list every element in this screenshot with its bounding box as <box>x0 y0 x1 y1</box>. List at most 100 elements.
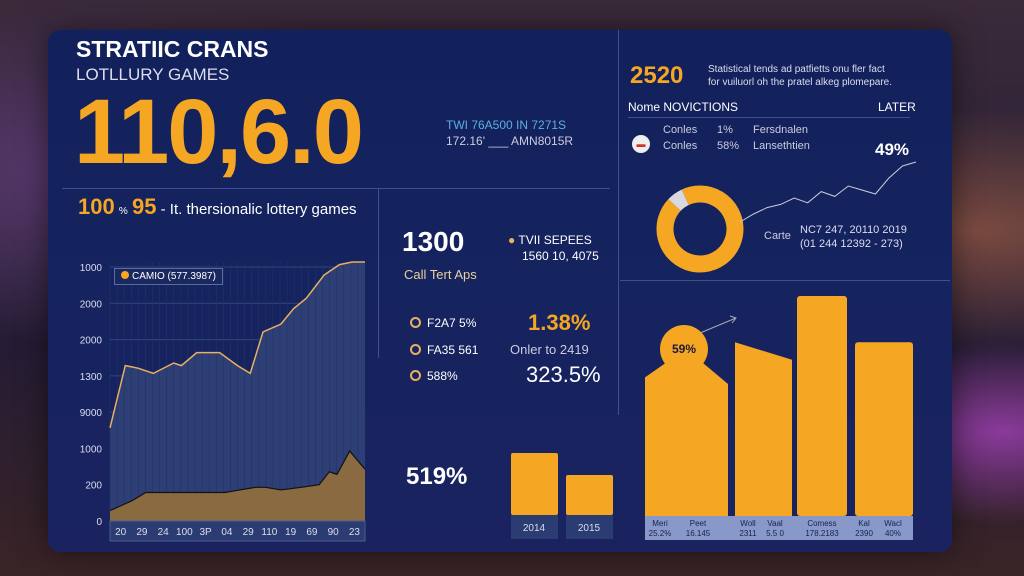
bar <box>735 342 792 516</box>
donut-slice <box>656 185 744 273</box>
ring-icon <box>410 317 421 328</box>
bar-label: Wacl <box>884 519 902 528</box>
page-subtitle: LOTLLURY GAMES <box>76 65 230 84</box>
bar <box>511 453 558 515</box>
bar-label: 2015 <box>578 523 601 534</box>
legend-sub: 1560 10, 4075 <box>522 249 599 263</box>
legend-dot-icon <box>121 271 129 279</box>
divider <box>378 188 379 358</box>
x-tick-label: 100 <box>176 527 193 538</box>
divider <box>628 117 910 118</box>
bar-label: Kal <box>858 519 870 528</box>
row-2: Conles 58% Lansethtien <box>663 140 810 152</box>
ring-icon <box>410 344 421 355</box>
bar-label: 5.5 0 <box>766 529 784 538</box>
x-tick-label: 110 <box>261 527 277 538</box>
page-title: STRATIIC CRANS <box>76 36 269 62</box>
y-tick-label: 2000 <box>80 299 103 310</box>
legend-title: ● TVII SEPEES <box>508 233 592 247</box>
donut-slice <box>668 189 690 212</box>
x-tick-label: 19 <box>285 527 297 538</box>
bar-label: Comess <box>807 519 836 528</box>
area-top-line <box>109 261 365 428</box>
big-number: 110,6.0 <box>74 81 364 183</box>
stat-number: 1300 <box>402 226 465 257</box>
y-tick-label: 1300 <box>80 372 103 383</box>
line-percent: 49% <box>875 140 910 159</box>
bar-label-bg <box>511 515 558 539</box>
divider <box>62 188 610 189</box>
col-header-left: Nome NOVICTIONS <box>628 100 739 114</box>
caption-label: Carte <box>764 230 791 242</box>
y-tick-label: 2000 <box>80 336 103 347</box>
arrow-line <box>699 317 737 334</box>
summary-num2: 95 <box>131 194 157 219</box>
area-bottom-series <box>110 451 365 521</box>
bar <box>566 475 613 515</box>
x-tick-label: 29 <box>243 527 255 538</box>
row-1: Conles 1% Fersdnalen <box>663 124 809 136</box>
x-tick-label: 20 <box>115 527 127 538</box>
bar-label: 2014 <box>523 523 546 534</box>
bar-label: Vaal <box>767 519 783 528</box>
area-bottom-line <box>109 450 366 512</box>
divider <box>620 280 950 281</box>
x-tick-label: 24 <box>158 527 170 538</box>
stat-item: F2A7 5% <box>410 316 476 330</box>
side-line-2: 172.16' ___ AMN8015R <box>446 134 574 148</box>
y-tick-label: 1000 <box>80 444 103 455</box>
x-tick-label: 04 <box>221 527 233 538</box>
summary-text: - It. thersionalic lottery games <box>160 201 357 218</box>
summary-line: 100 % 95 - It. thersionalic lottery game… <box>78 194 357 220</box>
stat-right-mid: Onler to 2419 <box>510 342 589 357</box>
right-number: 2520 <box>630 62 684 89</box>
game-logo-icon: ▬ <box>632 135 650 153</box>
trend-line <box>739 161 917 223</box>
bar <box>645 348 728 516</box>
side-line-1: TWI 76A500 IN 7271S <box>446 118 567 132</box>
dashboard-panel: STRATIIC CRANS LOTLLURY GAMES 110,6.0 TW… <box>48 30 952 552</box>
bar-label-strip <box>645 516 913 540</box>
bar-label: 2390 <box>855 529 873 538</box>
x-tick-label: 90 <box>328 527 340 538</box>
summary-num1: 100 <box>78 194 115 219</box>
bar-label: 16.145 <box>686 529 711 538</box>
caption-2: (01 244 12392 - 273) <box>800 238 903 250</box>
bar-label-bg <box>566 515 613 539</box>
bar <box>797 296 847 516</box>
stat-right-big: 1.38% <box>528 310 591 335</box>
summary-sep: % <box>118 206 128 217</box>
arrow-head-icon <box>729 315 737 324</box>
x-tick-label: 29 <box>136 527 148 538</box>
legend-label: CAMIO (577.3987) <box>132 271 216 282</box>
x-axis-strip <box>109 520 366 542</box>
bar-label: Woll <box>740 519 756 528</box>
caption-1: NC7 247, 20110 2019 <box>800 224 907 236</box>
bar-label: 2311 <box>739 529 757 538</box>
y-tick-label: 200 <box>85 481 102 492</box>
stat-right-val: 323.5% <box>526 362 601 387</box>
y-tick-label: 0 <box>96 517 102 528</box>
stat-item: 588% <box>410 369 458 383</box>
col-header-right: LATER <box>878 100 916 114</box>
x-tick-label: 69 <box>306 527 318 538</box>
divider <box>618 30 619 415</box>
bar-label: Meri <box>652 519 668 528</box>
ring-icon <box>410 370 421 381</box>
x-tick-label: 23 <box>349 527 361 538</box>
bar-label: 178.2183 <box>805 529 839 538</box>
y-tick-label: 9000 <box>80 408 103 419</box>
x-tick-label: 3P <box>200 527 213 538</box>
bubble-badge: 59% <box>660 325 708 373</box>
bar <box>855 342 913 516</box>
bar-label: Peet <box>690 519 707 528</box>
stat-bottom-big: 519% <box>406 463 468 490</box>
stat-item: FA35 561 <box>410 343 478 357</box>
stat-label: Call Tert Aps <box>404 267 477 282</box>
bar-label: 25.2% <box>649 529 672 538</box>
area-chart: 1000 2000 2000 1300 9000 1000 200 0 20 29 24 100 3P 0… <box>48 30 952 552</box>
right-desc-1: Statistical tends ad patfietts onu fler … <box>708 64 885 75</box>
right-desc-2: for vuiluorl oh the pratel alkeg plomepa… <box>708 77 892 88</box>
area-legend: CAMIO (577.3987) <box>114 268 223 285</box>
